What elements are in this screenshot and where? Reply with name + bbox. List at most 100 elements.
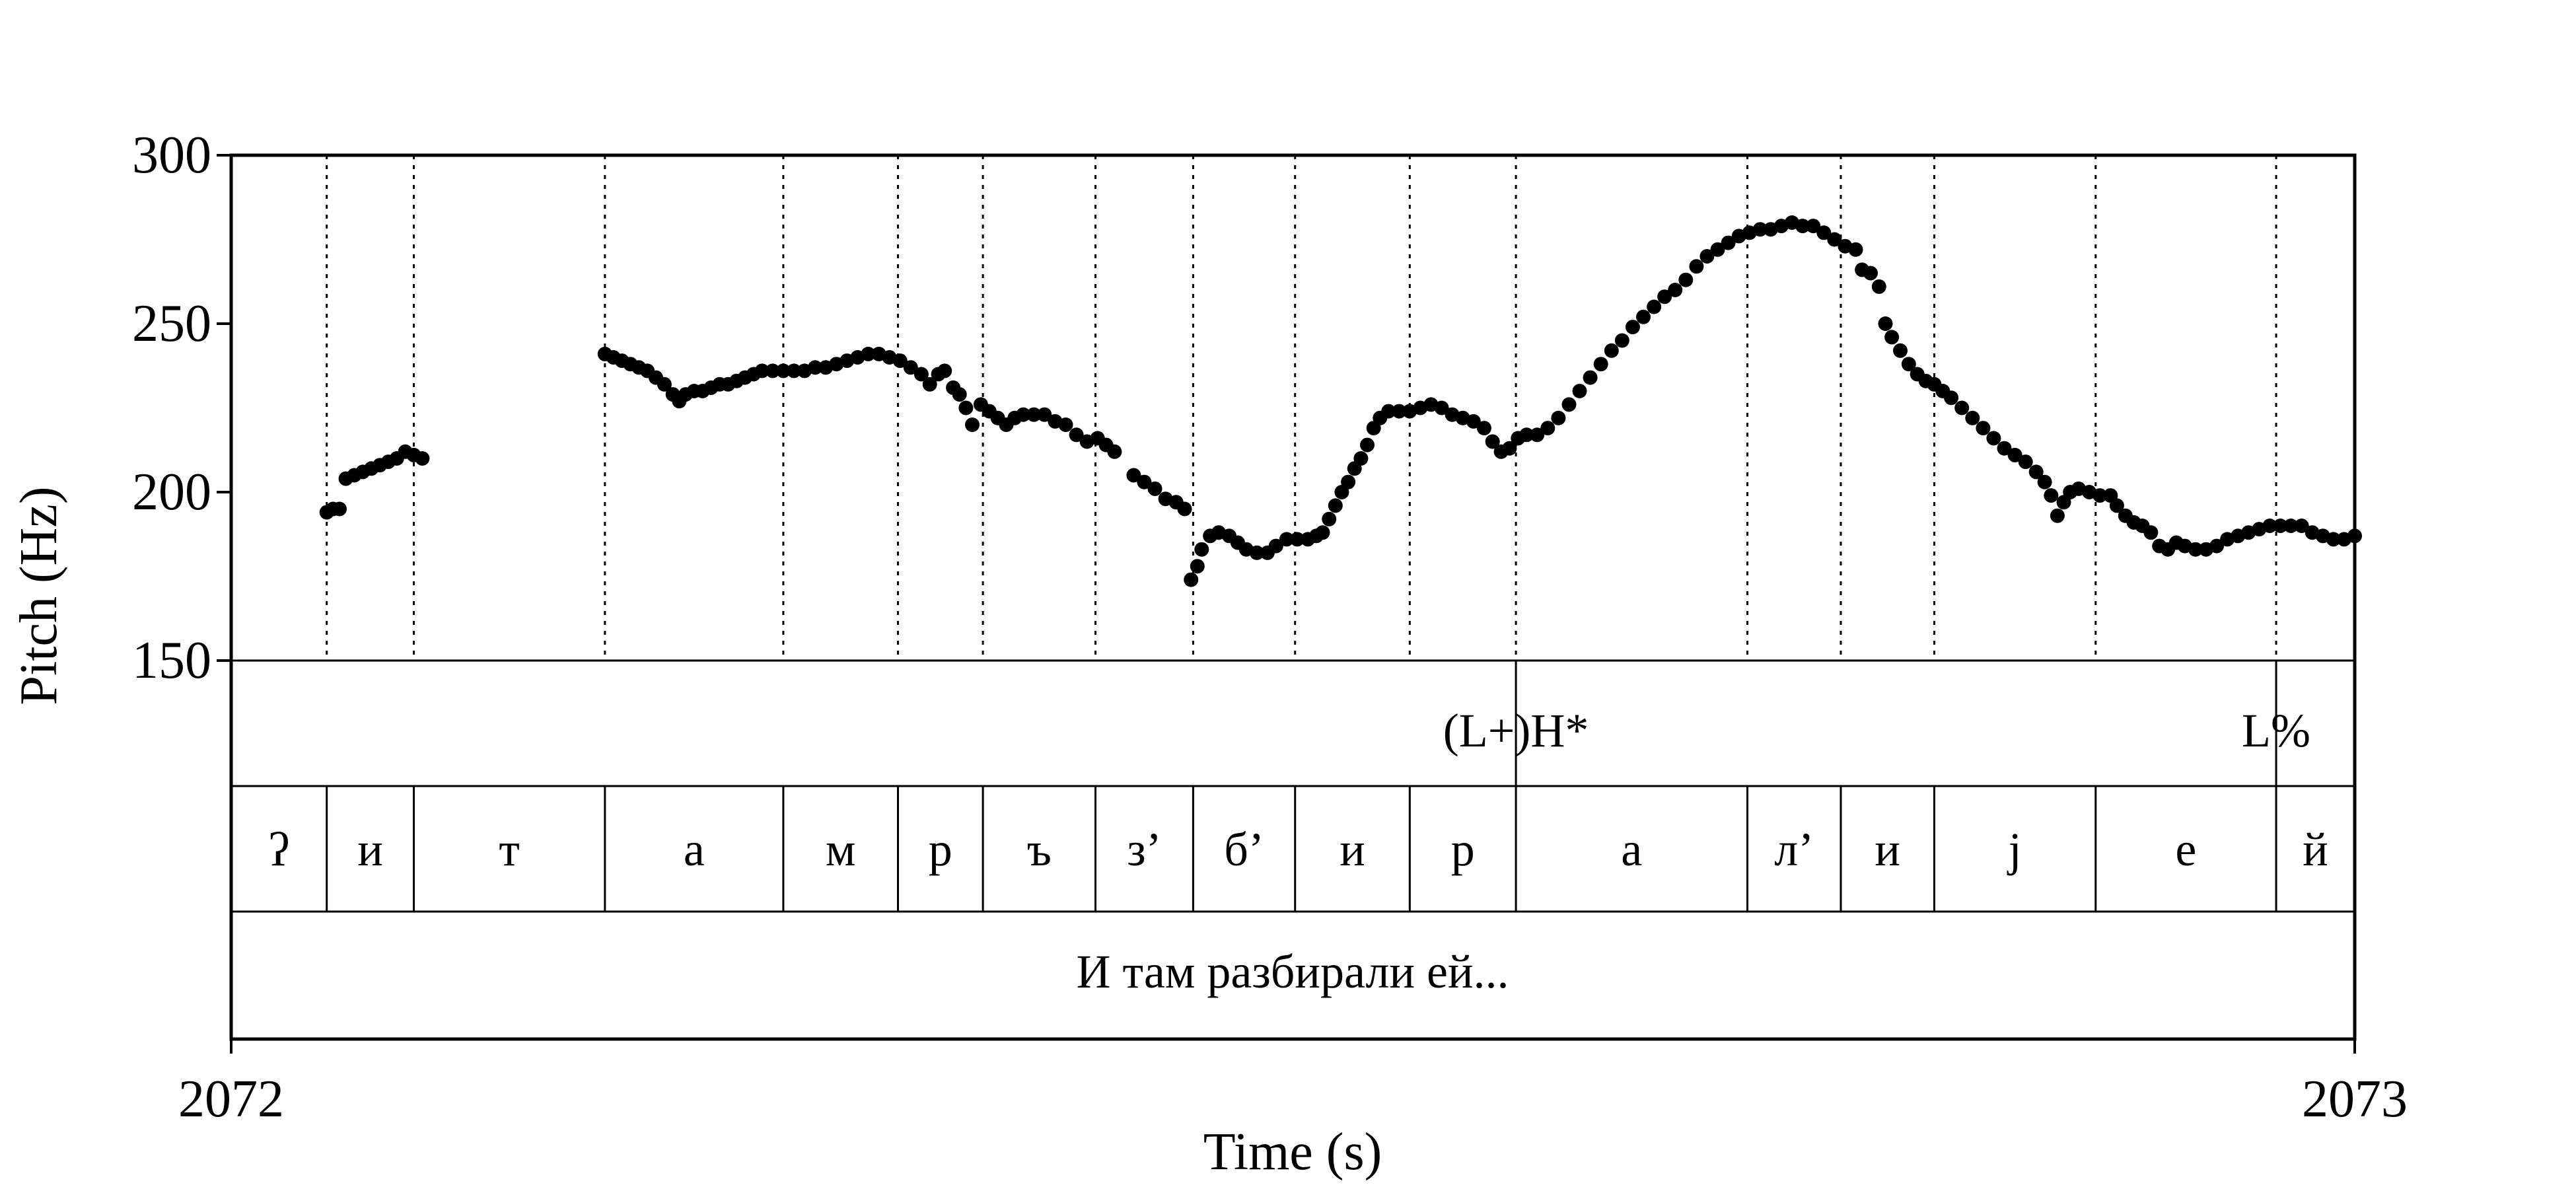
segment-label: р [1451,823,1475,876]
pitch-point [1944,390,1959,406]
pitch-point [1519,427,1534,443]
pitch-point [1710,242,1725,257]
plot-frame [229,153,2357,1041]
pitch-point [1502,441,1517,456]
pitch-point [2326,532,2341,547]
pitch-point [952,387,967,402]
pitch-point [1965,410,1980,425]
pitch-point [1689,259,1704,274]
pitch-point [2283,519,2299,533]
pitch-point [1816,225,1832,240]
pitch-point [2037,474,2052,489]
pitch-point [1037,407,1052,422]
pitch-point [1795,219,1810,234]
pitch-point [1530,427,1545,443]
x-tick-label: 2073 [2302,1070,2408,1128]
pitch-point [2143,525,2159,540]
pitch-point [2109,498,2124,513]
pitch-point [937,363,952,378]
phrase-label: И там разбирали ей... [1077,945,1509,998]
pitch-point [2273,519,2288,533]
pitch-point [1636,309,1651,324]
pitch-point [1721,235,1736,250]
y-axis-label: Pitch (Hz) [10,486,68,705]
pitch-point [2347,528,2362,544]
pitch-point [1986,431,2001,446]
pitch-point [808,360,823,375]
pitch-point [1026,407,1042,422]
pitch-point [1107,444,1122,459]
pitch-point [2093,488,2108,503]
pitch-point [1485,434,1500,449]
pitch-point [2262,519,2277,533]
pitch-point [1279,532,1294,547]
tone-label: L% [2242,704,2310,757]
pitch-point [1614,333,1629,348]
pitch-point [2018,454,2033,470]
pitch-point [1593,357,1608,372]
segment-label: з’ [1127,823,1161,876]
pitch-point [922,377,937,392]
pitch-point [1126,468,1141,483]
pitch-point [1668,283,1683,297]
pitch-point [2188,542,2203,557]
pitch-point [1884,330,1900,345]
pitch-point [1466,414,1481,429]
pitch-point [1194,542,1209,557]
y-tick-label: 250 [132,295,211,353]
pitch-point [2028,464,2044,480]
segment-label: л’ [1774,823,1814,876]
pitch-point [1678,272,1694,287]
pitch-point [1147,481,1163,496]
pitch-point [913,367,929,382]
pitch-point [1058,417,1073,432]
segment-label: j [2007,823,2022,876]
pitch-point [1752,222,1768,237]
pitch-point [1954,400,1970,415]
pitch-point [1561,397,1577,412]
pitch-point [1604,343,1619,358]
pitch-point [1341,474,1356,489]
pitch-point [1137,474,1152,489]
pitch-point [765,363,780,378]
pitch-point [1976,421,1991,436]
pitch-point [1353,451,1369,466]
pitch-point [1699,249,1715,264]
pitch-point [1871,279,1886,294]
pitch-point [332,501,347,517]
segment-label: р [929,823,952,876]
pitch-point [415,451,430,466]
pitch-point [1647,299,1662,314]
segment-label: е [2175,823,2196,876]
x-tick-label: 2072 [178,1070,284,1128]
pitch-point [1016,407,1031,422]
pitch-point [2209,538,2224,554]
y-tick-label: 150 [132,631,211,690]
pitch-point [787,363,801,378]
pitch-point [1177,501,1192,517]
pitch-point [1540,421,1556,436]
y-tick-label: 200 [132,463,211,521]
segment-label: а [684,823,705,876]
pitch-point [1901,357,1916,372]
pitch-point [1249,545,1264,560]
pitch-point [1893,343,1908,358]
pitch-point [1190,559,1205,574]
pitch-point [1328,498,1343,513]
pitch-point [1997,441,2012,456]
pitch-point [1583,370,1598,385]
segment-label: а [1621,823,1642,876]
segment-label: ʔ [268,823,289,876]
pitch-point [657,377,672,392]
pitch-point [1322,511,1337,526]
pitch-point [2044,488,2059,503]
pitch-point [1848,242,1863,257]
segment-label: б’ [1224,823,1264,876]
pitch-point [1184,572,1199,587]
pitch-points [319,215,2362,587]
pitch-point [892,353,908,369]
pitch-point [965,417,980,432]
pitch-point [1289,532,1305,547]
pitch-point [754,363,769,378]
